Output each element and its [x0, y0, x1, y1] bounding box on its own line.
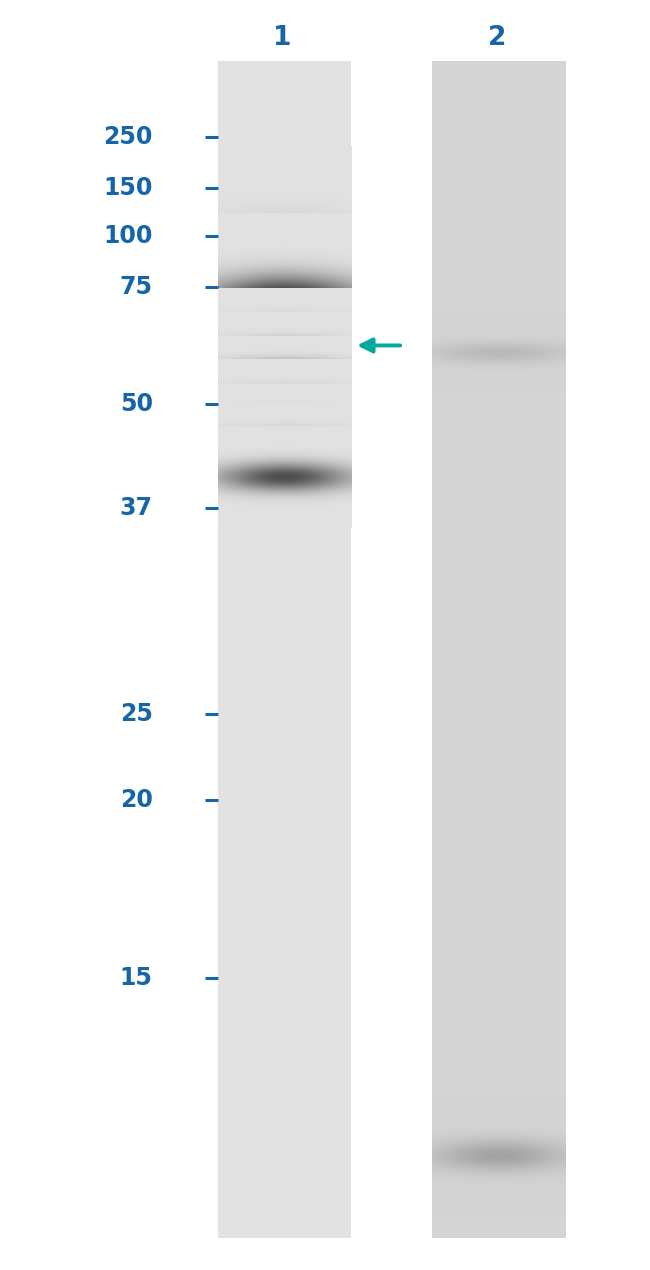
- Bar: [432, 61, 566, 1238]
- Text: 50: 50: [120, 392, 153, 415]
- Text: 150: 150: [103, 177, 153, 199]
- Text: 2: 2: [488, 25, 506, 51]
- Text: 100: 100: [103, 225, 153, 248]
- Text: 25: 25: [120, 702, 153, 725]
- Text: 75: 75: [120, 276, 153, 298]
- Bar: [218, 61, 351, 1238]
- Text: 250: 250: [103, 126, 153, 149]
- Text: 15: 15: [120, 966, 153, 989]
- Text: 1: 1: [274, 25, 292, 51]
- Text: 37: 37: [120, 497, 153, 519]
- Text: 20: 20: [120, 789, 153, 812]
